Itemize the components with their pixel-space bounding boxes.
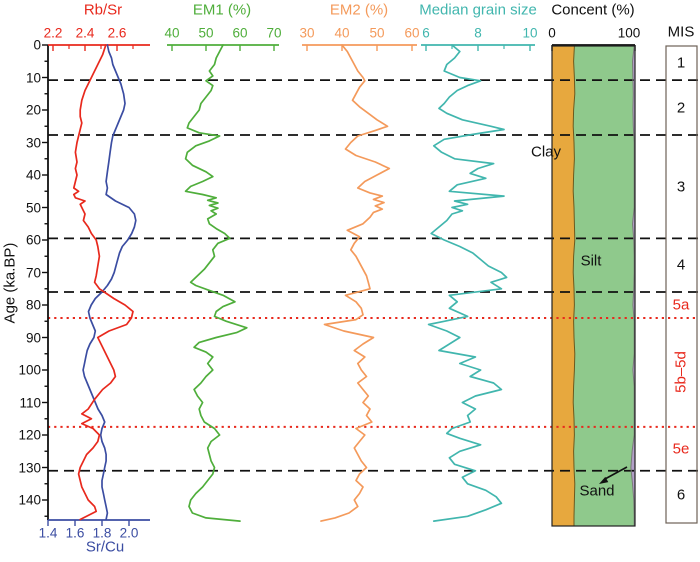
srcu-axis-title: Sr/Cu: [85, 538, 125, 556]
age-tick-label: 50: [25, 199, 41, 215]
srcu-curve: [82, 44, 137, 521]
age-tick-label: 20: [25, 102, 41, 118]
em2-axis-tick-label: 30: [299, 25, 315, 41]
age-tick-label: 0: [33, 37, 41, 53]
mis-column-border: [665, 45, 698, 524]
mis-zone-label-5e: 5e: [672, 440, 690, 458]
age-tick-label: 120: [18, 427, 41, 443]
age-tick-label: 40: [25, 167, 41, 183]
sand-label: Sand: [579, 482, 615, 500]
sand-arrow-head: [599, 476, 609, 484]
em1-curve: [184, 44, 248, 522]
em1-axis-tick-label: 60: [232, 25, 248, 41]
mis-zone-label-2: 2: [676, 99, 686, 117]
age-tick-label: 80: [25, 297, 41, 313]
age-tick-label: 10: [25, 69, 41, 85]
srcu-tick-label: 1.6: [65, 525, 85, 541]
age-tick-label: 110: [19, 394, 41, 410]
em2-axis-title: EM2 (%): [329, 1, 389, 19]
clay-area: [552, 46, 575, 526]
clay-label: Clay: [530, 143, 562, 161]
median-grain-size-axis-title: Median grain size: [419, 1, 537, 19]
clay-silt-boundary-outline: [572, 45, 576, 527]
mis-zone-label-5a: 5a: [672, 296, 690, 314]
grain-axis-tick-label: 6: [422, 25, 430, 41]
srcu-tick-label: 1.8: [92, 525, 112, 541]
age-tick-label: 130: [18, 459, 41, 475]
mis-column-title: MIS: [667, 23, 695, 41]
age-tick-label: 140: [18, 492, 41, 508]
rbsr-axis-tick-label: 2.4: [75, 25, 95, 41]
silt-area: [573, 46, 635, 526]
rbsr-axis-title: Rb/Sr: [83, 1, 123, 19]
mis-zone-label-4: 4: [676, 256, 686, 274]
rbsr-axis-tick-label: 2.6: [107, 25, 127, 41]
srcu-tick-label: 1.4: [38, 525, 58, 541]
em2-curve: [320, 44, 391, 522]
age-tick-label: 60: [25, 232, 41, 248]
srcu-tick-label: 2.0: [119, 525, 139, 541]
concent-column-border: [551, 45, 636, 527]
age-tick-label: 70: [25, 264, 41, 280]
mis-zone-label-1: 1: [676, 54, 686, 72]
sand-arrow-line: [604, 466, 628, 480]
age-tick-label: 100: [18, 362, 41, 378]
em2-axis-tick-label: 60: [404, 25, 420, 41]
age-tick-label: 30: [25, 134, 41, 150]
silt-label: Silt: [580, 252, 602, 270]
rbsr-axis-tick-label: 2.2: [43, 25, 63, 41]
age-axis-title: Age (ka.BP): [1, 242, 19, 324]
em1-axis-title: EM1 (%): [192, 1, 252, 19]
age-tick-label: 90: [25, 329, 41, 345]
concent-tick-label: 0: [548, 25, 556, 41]
grain-axis-tick-label: 10: [522, 25, 538, 41]
concent-tick-label: 100: [617, 25, 641, 41]
em2-axis-tick-label: 50: [369, 25, 385, 41]
em2-axis-tick-label: 40: [334, 25, 350, 41]
silt-sand-boundary-outline: [630, 45, 635, 527]
rbsr-curve: [72, 44, 134, 521]
mis-zone-label-5b5d: 5b–5d: [672, 351, 690, 394]
mis-zone-label-6: 6: [676, 486, 686, 504]
grain-axis-tick-label: 8: [474, 25, 482, 41]
em1-axis-tick-label: 50: [198, 25, 214, 41]
concent-axis-title: Concent (%): [551, 1, 635, 19]
mis-zone-label-3: 3: [676, 178, 686, 196]
grain-size-curve: [427, 44, 508, 522]
em1-axis-tick-label: 70: [266, 25, 282, 41]
em1-axis-tick-label: 40: [164, 25, 180, 41]
